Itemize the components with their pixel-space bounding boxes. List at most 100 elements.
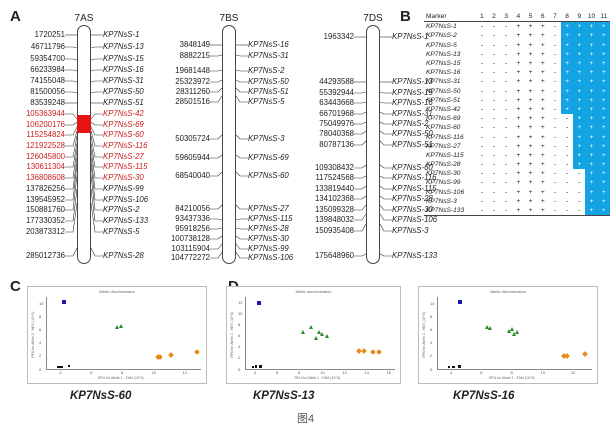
marker-position: 136808608 [25,173,65,182]
marker-position: 80787136 [319,140,354,149]
table-cell: - [566,133,569,141]
data-point-black [251,365,255,369]
y-tick-label: 0 [39,366,42,372]
table-cell: + [528,197,533,205]
connector-line [65,174,78,211]
connector-line [354,185,367,190]
connector-line [210,204,223,210]
table-header-marker: Marker [424,12,476,23]
table-cell: - [553,161,557,169]
connector-line [379,253,392,257]
plot-caption: KP7NsS-13 [253,390,315,402]
table-cell: + [540,133,545,141]
row-marker-name: KP7NsS-16 [426,69,461,77]
table-cell: - [480,41,483,49]
row-marker-name: KP7NsS-5 [426,41,457,49]
marker-position: 177330352 [25,216,65,225]
table-cell: - [492,161,496,169]
table-row: KP7NsS-3- - - + + + - - - + + [424,196,610,206]
table-cell: - [480,133,483,141]
table-cell: - [505,151,508,159]
table-cell: + [597,58,610,69]
marker-position: 66701968 [319,109,354,118]
row-marker-name: KP7NsS-28 [426,161,461,169]
table-cell: + [597,141,610,151]
y-axis-label: RFU for Allele 2 - HEX (10^3) [30,312,35,358]
connector-line [235,134,248,140]
table-cell: - [505,50,508,58]
panel-label-a: A [10,8,21,25]
connector-line [354,91,367,94]
y-tick-label: 0 [238,366,241,372]
connector-line [90,188,103,222]
table-cell: + [516,133,521,141]
table-cell: + [540,78,545,86]
table-cell: + [597,205,610,217]
connector-line [90,126,103,136]
table-cell: + [585,21,598,32]
table-cell: + [516,151,521,159]
table-cell: + [512,205,525,217]
connector-line [235,227,248,230]
connector-line [65,130,78,147]
connector-line [379,195,392,200]
plot-area [46,297,201,370]
connector-line [354,195,367,200]
data-point-green [484,325,489,330]
marker-name: KP7NsS-69 [103,120,144,129]
data-point-green [507,329,512,334]
table-cell: - [505,197,508,205]
row-marker-name: KP7NsS-50 [426,87,461,95]
connector-line [235,171,248,177]
x-tick-label: 4 [450,370,453,375]
x-tick-label: 12 [570,370,576,375]
x-tick-label: 6 [480,370,483,375]
x-tick-label: 10 [540,370,546,375]
table-cell: - [553,142,557,150]
table-cell: + [573,123,586,133]
connector-line [90,121,103,126]
table-cell: - [480,87,483,95]
table-cell: - [492,41,496,49]
table-cell: + [516,96,521,104]
connector-line [65,188,78,222]
table-cell: - [553,105,557,113]
marker-name: KP7NsS-51 [248,87,289,96]
table-row: KP7NsS-50- - - + + + - + + + + [424,86,610,96]
connector-line [210,154,223,159]
marker-position: 135099328 [314,205,354,214]
table-cell: + [585,169,598,179]
table-row: KP7NsS-51- - - + + + - + + + + [424,95,610,105]
connector-line [210,243,223,250]
connector-line [379,204,392,211]
data-point-green [324,334,329,339]
table-row: KP7NsS-116- - - + + + - - + + + [424,132,610,142]
data-point-green [301,330,306,335]
data-point-blue [457,299,462,304]
table-header-col: 1 [475,12,488,23]
table-cell: - [475,205,488,217]
connector-line [210,251,223,259]
data-point-black [458,365,461,368]
data-point-green [510,327,515,332]
marker-name: KP7NsS-30 [103,173,144,182]
y-tick-label: 8 [39,314,42,320]
marker-position: 50305724 [175,134,210,143]
marker-position: 46711796 [30,42,65,51]
table-cell: - [505,179,508,187]
data-point-green [119,323,124,328]
marker-name: KP7NsS-3 [248,134,285,143]
x-tick-label: 12 [182,370,188,375]
table-header-col: 11 [597,12,610,23]
table-cell: + [573,49,586,59]
table-cell: - [505,133,508,141]
table-cell: + [528,69,533,77]
connector-line [379,121,392,125]
table-cell: - [553,170,557,178]
marker-name: KP7NsS-15 [103,54,144,63]
table-cell: + [573,141,586,151]
connector-line [210,54,223,57]
table-cell: - [505,142,508,150]
table-cell: - [553,32,557,40]
table-cell: - [480,124,483,132]
